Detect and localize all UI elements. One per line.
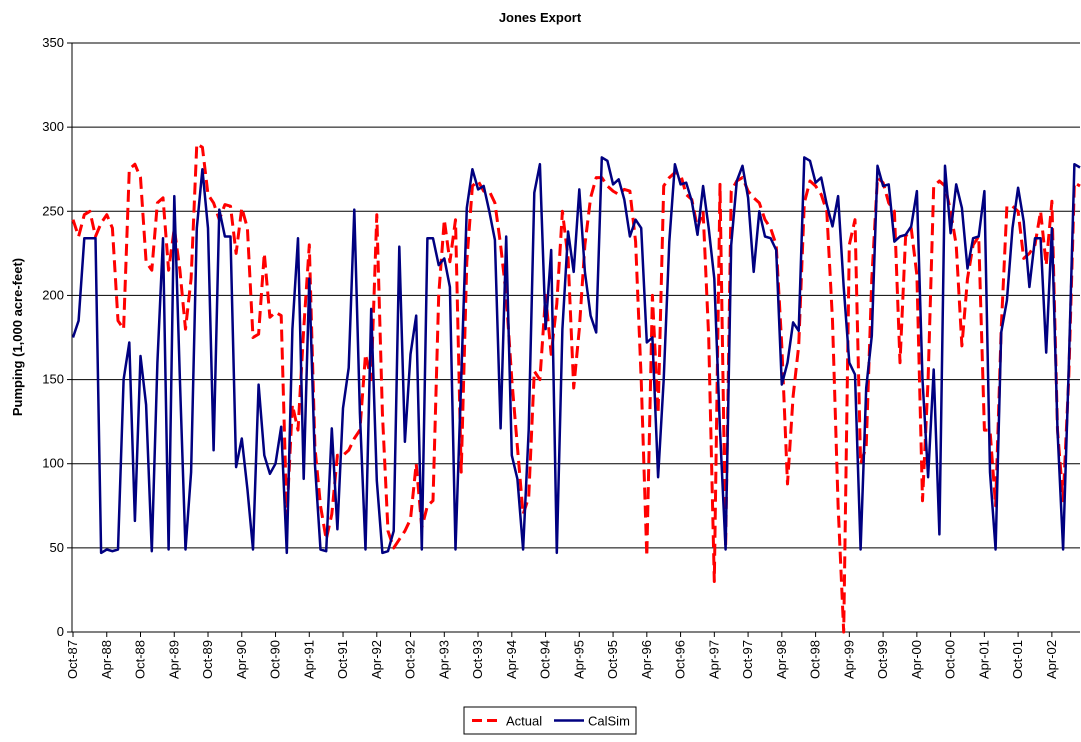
- x-tick-label: Oct-89: [200, 640, 215, 679]
- x-tick-label: Apr-92: [369, 640, 384, 679]
- x-tick-label: Apr-99: [841, 640, 856, 679]
- x-tick-label: Oct-98: [808, 640, 823, 679]
- x-tick-label: Apr-88: [99, 640, 114, 679]
- x-tick-label: Oct-96: [673, 640, 688, 679]
- x-tick-label: Oct-97: [740, 640, 755, 679]
- x-tick-label: Oct-00: [943, 640, 958, 679]
- x-tick-label: Apr-01: [976, 640, 991, 679]
- x-tick-label: Oct-94: [538, 640, 553, 679]
- series-line: [71, 142, 1081, 634]
- chart-title: Jones Export: [499, 10, 582, 25]
- x-tick-label: Apr-95: [571, 640, 586, 679]
- y-tick-label: 300: [42, 119, 64, 134]
- x-tick-label: Apr-93: [436, 640, 451, 679]
- y-tick-label: 50: [50, 540, 64, 555]
- x-tick-label: Oct-88: [133, 640, 148, 679]
- x-tick-label: Apr-98: [774, 640, 789, 679]
- x-tick-label: Oct-92: [403, 640, 418, 679]
- x-tick-label: Oct-01: [1010, 640, 1025, 679]
- x-tick-label: Oct-99: [875, 640, 890, 679]
- x-tick-label: Apr-91: [301, 640, 316, 679]
- x-tick-label: Oct-87: [65, 640, 80, 679]
- x-tick-label: Oct-95: [605, 640, 620, 679]
- x-tick-label: Oct-91: [335, 640, 350, 679]
- y-tick-label: 0: [57, 624, 64, 639]
- x-tick-label: Apr-96: [639, 640, 654, 679]
- x-tick-label: Oct-90: [268, 640, 283, 679]
- y-tick-label: 250: [42, 203, 64, 218]
- y-tick-label: 150: [42, 372, 64, 387]
- x-tick-label: Oct-93: [470, 640, 485, 679]
- x-tick-label: Apr-94: [504, 640, 519, 679]
- x-tick-label: Apr-02: [1044, 640, 1059, 679]
- legend-label: CalSim: [588, 714, 630, 729]
- y-tick-label: 200: [42, 287, 64, 302]
- y-tick-label: 350: [42, 35, 64, 50]
- x-tick-label: Apr-90: [234, 640, 249, 679]
- x-tick-label: Apr-89: [166, 640, 181, 679]
- x-tick-label: Apr-00: [909, 640, 924, 679]
- series-line: [71, 156, 1081, 555]
- x-tick-label: Apr-97: [706, 640, 721, 679]
- legend-label: Actual: [506, 714, 542, 729]
- y-axis-title: Pumping (1,000 acre-feet): [10, 258, 25, 416]
- y-tick-label: 100: [42, 456, 64, 471]
